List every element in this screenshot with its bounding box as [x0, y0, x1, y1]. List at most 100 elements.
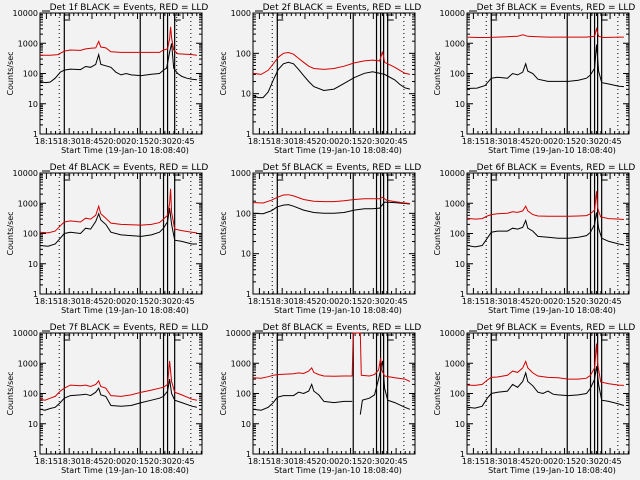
x-tick-label: 18:45: [507, 457, 530, 466]
y-tick-label: 10000: [440, 9, 465, 18]
x-tick-label: 18:30: [485, 457, 508, 466]
x-tick-label: 20:30: [576, 457, 599, 466]
marker-flag: [601, 334, 608, 341]
marker-flag: [174, 334, 181, 341]
y-tick-label: 1: [460, 450, 465, 459]
marker-flag: [174, 174, 181, 181]
x-tick-label: 18:30: [485, 297, 508, 306]
x-tick-label: 20:30: [149, 137, 172, 146]
events-series-line: [39, 43, 197, 84]
y-tick-label: 10: [455, 260, 465, 269]
chart-title: Det 8f BLACK = Events, RED = LLD: [263, 323, 422, 333]
x-tick-label: 18:30: [271, 297, 294, 306]
y-tick-label: 10: [28, 260, 38, 269]
events-series-line: [39, 207, 197, 247]
x-tick-label: 18:15: [35, 297, 58, 306]
x-tick-label: 20:15: [339, 137, 362, 146]
x-tick-label: 20:15: [126, 297, 149, 306]
lld-series-line: [252, 51, 411, 75]
lld-series-line: [40, 26, 197, 56]
plot-frame: [252, 172, 416, 295]
y-tick-label: 10000: [440, 169, 465, 178]
x-tick-label: 18:45: [293, 137, 316, 146]
events-series-line: [252, 201, 410, 215]
x-axis-label: Start Time (19-Jan-10 18:08:40): [274, 466, 402, 475]
x-tick-label: 20:15: [126, 137, 149, 146]
x-tick-label: 20:00: [103, 297, 126, 306]
events-series-line: [466, 212, 624, 248]
y-tick-label: 100: [236, 390, 251, 399]
x-tick-label: 20:30: [576, 137, 599, 146]
y-tick-label: 1: [33, 290, 38, 299]
chart-panel: Det 2f BLACK = Events, RED = LLD 1 10 100 10…: [219, 3, 421, 155]
x-tick-label: 20:00: [316, 457, 339, 466]
x-tick-label: 18:30: [485, 137, 508, 146]
x-tick-label: 18:30: [58, 137, 81, 146]
x-tick-label: 18:45: [507, 137, 530, 146]
x-tick-label: 20:00: [103, 137, 126, 146]
chart-panel: Det 8f BLACK = Events, RED = LLD 1 10 100 10…: [219, 323, 421, 475]
x-axis-label: Start Time (19-Jan-10 18:08:40): [274, 306, 402, 315]
x-tick-label: 20:45: [172, 457, 195, 466]
marker-flag: [490, 334, 498, 341]
y-tick-label: 100: [23, 70, 38, 79]
events-series-line: [466, 44, 624, 89]
y-tick-label: 1000: [445, 39, 465, 48]
chart-panel: Det 6f BLACK = Events, RED = LLD 1 10 100 10…: [433, 163, 635, 315]
y-tick-label: 1000: [231, 9, 251, 18]
marker-flag: [601, 14, 608, 21]
x-tick-label: 20:45: [172, 297, 195, 306]
lld-series-line: [252, 332, 411, 382]
y-tick-label: 1: [33, 450, 38, 459]
x-tick-label: 20:30: [362, 297, 385, 306]
chart-panel: Det 7f BLACK = Events, RED = LLD 1 10 100 10…: [6, 323, 208, 475]
chart-title: Det 5f BLACK = Events, RED = LLD: [263, 163, 422, 173]
marker-flag: [276, 174, 284, 181]
marker-flag: [63, 14, 71, 21]
y-tick-label: 1000: [18, 359, 38, 368]
x-tick-label: 20:45: [385, 297, 408, 306]
y-tick-label: 10000: [13, 329, 38, 338]
marker-flag: [490, 174, 498, 181]
x-tick-label: 20:15: [553, 297, 576, 306]
chart-panel: Det 1f BLACK = Events, RED = LLD 1 10 100 10…: [6, 3, 208, 155]
lld-series-line: [466, 343, 624, 386]
y-tick-label: 1000: [445, 359, 465, 368]
x-tick-label: 20:15: [126, 457, 149, 466]
y-tick-label: 1: [246, 290, 251, 299]
marker-flag: [276, 14, 284, 21]
y-axis-label: Counts/sec: [433, 371, 442, 415]
x-axis-label: Start Time (19-Jan-10 18:08:40): [61, 466, 189, 475]
x-axis-label: Start Time (19-Jan-10 18:08:40): [488, 146, 616, 155]
x-tick-label: 20:00: [530, 297, 553, 306]
y-axis-label: Counts/sec: [6, 211, 15, 255]
chart-title: Det 3f BLACK = Events, RED = LLD: [477, 3, 636, 13]
chart-panel: Det 5f BLACK = Events, RED = LLD 1 10 100 10…: [219, 163, 421, 315]
y-axis-label: Counts/sec: [6, 51, 15, 95]
lld-series-line: [39, 188, 197, 234]
chart-title: Det 9f BLACK = Events, RED = LLD: [477, 323, 636, 333]
y-tick-label: 100: [450, 230, 465, 239]
y-tick-label: 1000: [445, 199, 465, 208]
y-tick-label: 1000: [18, 39, 38, 48]
x-tick-label: 20:30: [362, 457, 385, 466]
x-tick-label: 18:30: [58, 297, 81, 306]
marker-flag: [276, 334, 284, 341]
x-tick-label: 20:30: [362, 137, 385, 146]
chart-title: Det 7f BLACK = Events, RED = LLD: [50, 323, 209, 333]
marker-flag: [174, 14, 181, 21]
y-tick-label: 10: [28, 420, 38, 429]
x-tick-label: 20:00: [530, 457, 553, 466]
x-tick-label: 18:30: [58, 457, 81, 466]
x-axis-label: Start Time (19-Jan-10 18:08:40): [61, 146, 189, 155]
x-tick-label: 20:15: [553, 457, 576, 466]
x-axis-label: Start Time (19-Jan-10 18:08:40): [488, 306, 616, 315]
x-tick-label: 18:15: [462, 137, 485, 146]
y-tick-label: 100: [23, 390, 38, 399]
x-tick-label: 18:15: [462, 457, 485, 466]
x-tick-label: 18:45: [507, 297, 530, 306]
x-tick-label: 20:00: [530, 137, 553, 146]
chart-panel: Det 4f BLACK = Events, RED = LLD 1 10 100 10…: [6, 163, 208, 315]
x-tick-label: 18:30: [271, 457, 294, 466]
